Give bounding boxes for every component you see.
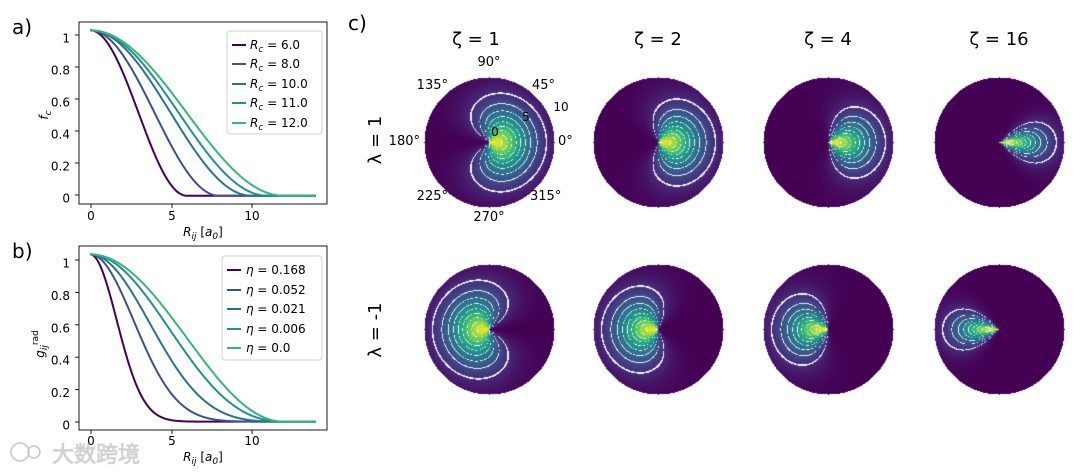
chart-a-xticks: 0 5 10 [87, 204, 260, 223]
chart-b-ytick-4: 0.8 [51, 289, 70, 303]
row-label-1: λ = -1 [365, 302, 386, 357]
chart-a-ylabel: fc [37, 110, 54, 119]
polar-heatmap-1-2 [762, 263, 894, 395]
chart-b-legend-item-4: η = 0.0 [246, 341, 290, 355]
chart-b-ylabel: gijrad [31, 330, 50, 358]
chart-a-ytick-2: 0.4 [51, 128, 70, 142]
chart-b-legend-item-3: η = 0.006 [246, 322, 306, 336]
polar-plots [423, 76, 1065, 395]
polar-radial-ticks: 0 5 10 [491, 100, 568, 139]
chart-a-ytick-5: 1 [62, 32, 70, 46]
angle-tick-270: 270° [473, 210, 504, 225]
polar-heatmap-0-1 [592, 76, 724, 208]
chart-b-xtick-1: 5 [168, 434, 176, 448]
angle-tick-90: 90° [477, 55, 500, 70]
chart-b-legend-box [221, 255, 323, 361]
series-line-4 [90, 29, 316, 197]
chart-a-legend-box [226, 30, 323, 135]
row-label-0: λ = 1 [365, 116, 386, 165]
polar-heatmap-0-3 [933, 76, 1065, 208]
chart-b-frame [78, 245, 328, 431]
chart-a-ytick-3: 0.6 [51, 96, 70, 110]
chart-b-legend-item-1: η = 0.052 [246, 283, 306, 297]
column-label-0: ζ = 1 [452, 29, 500, 50]
angle-tick-315: 315° [530, 189, 561, 204]
chart-a-legend-item-1: Rc = 8.0 [250, 57, 300, 74]
chart-a-ytick-0: 0 [62, 192, 70, 206]
watermark-text: 大数跨境 [52, 442, 140, 468]
chart-a-legend-item-3: Rc = 11.0 [250, 96, 308, 113]
chart-b-legend: η = 0.168 η = 0.052 η = 0.021 η = 0.006 … [221, 255, 323, 361]
series-line-4 [90, 253, 316, 423]
angle-tick-225: 225° [417, 189, 448, 204]
chart-b-legend-item-2: η = 0.021 [246, 302, 306, 316]
chart-b-yticks: 0 0.2 0.4 0.6 0.8 1 [51, 257, 79, 433]
radial-tick-5: 5 [522, 110, 530, 124]
panel-label-c: c) [348, 11, 367, 35]
chart-b-ytick-1: 0.2 [51, 386, 70, 400]
chart-b-xtick-2: 10 [244, 434, 259, 448]
polar-heatmap-0-0 [423, 76, 555, 208]
chart-a-xtick-0: 0 [87, 209, 95, 223]
chart-a-xtick-1: 5 [168, 209, 176, 223]
chart-b-ytick-5: 1 [62, 257, 70, 271]
chart-a-series [90, 29, 316, 197]
polar-heatmap-1-1 [592, 263, 724, 395]
panel-label-a: a) [12, 15, 32, 39]
column-label-2: ζ = 4 [804, 29, 852, 50]
polar-heatmap-1-0 [423, 263, 555, 395]
angle-tick-0: 0° [558, 134, 573, 149]
column-label-1: ζ = 2 [634, 29, 682, 50]
angle-tick-135: 135° [417, 78, 448, 93]
chart-b-xticks: 0 5 10 [87, 430, 260, 448]
chart-b-ytick-3: 0.6 [51, 321, 70, 335]
chart-b-xtick-0: 0 [87, 434, 95, 448]
radial-tick-10: 10 [553, 100, 568, 114]
polar-heatmap-0-2 [762, 76, 894, 208]
chart-a-legend-item-2: Rc = 10.0 [250, 77, 308, 94]
chart-b: 0 0.2 0.4 0.6 0.8 1 0 5 10 Rij [a0] gijr… [31, 245, 328, 467]
chart-c: ζ = 1 ζ = 2 ζ = 4 ζ = 16 λ = 1 λ = -1 0°… [365, 29, 1065, 395]
chart-a-ytick-4: 0.8 [51, 64, 70, 78]
chart-b-legend-item-0: η = 0.168 [246, 263, 306, 277]
chart-a-frame [78, 21, 328, 205]
panel-label-b: b) [12, 239, 33, 263]
chart-a-ytick-1: 0.2 [51, 160, 70, 174]
watermark: 大数跨境 [10, 442, 140, 468]
column-label-3: ζ = 16 [969, 29, 1028, 50]
chart-a-xtick-2: 10 [244, 209, 259, 223]
chart-b-xlabel: Rij [a0] [183, 450, 223, 467]
chart-a-yticks: 0 0.2 0.4 0.6 0.8 1 [51, 32, 79, 206]
chart-b-series [90, 253, 316, 423]
watermark-logo-icon [10, 442, 30, 462]
chart-a-legend-item-4: Rc = 12.0 [250, 116, 308, 133]
chart-a-legend: Rc = 6.0 Rc = 8.0 Rc = 10.0 Rc = 11.0 Rc… [226, 30, 323, 135]
radial-tick-0: 0 [491, 125, 499, 139]
chart-b-ytick-2: 0.4 [51, 354, 70, 368]
chart-a-legend-item-0: Rc = 6.0 [250, 38, 300, 55]
polar-angle-ticks: 0° 45° 90° 135° 180° 225° 270° 315° [389, 55, 573, 225]
chart-a: 0 0.2 0.4 0.6 0.8 1 0 5 10 Rij [a0] fc [37, 21, 328, 242]
angle-tick-180: 180° [389, 134, 420, 149]
angle-tick-45: 45° [532, 78, 555, 93]
chart-b-ytick-0: 0 [62, 419, 70, 433]
watermark-logo-icon-2 [27, 445, 41, 459]
polar-heatmap-1-3 [933, 263, 1065, 395]
chart-a-xlabel: Rij [a0] [183, 225, 223, 242]
